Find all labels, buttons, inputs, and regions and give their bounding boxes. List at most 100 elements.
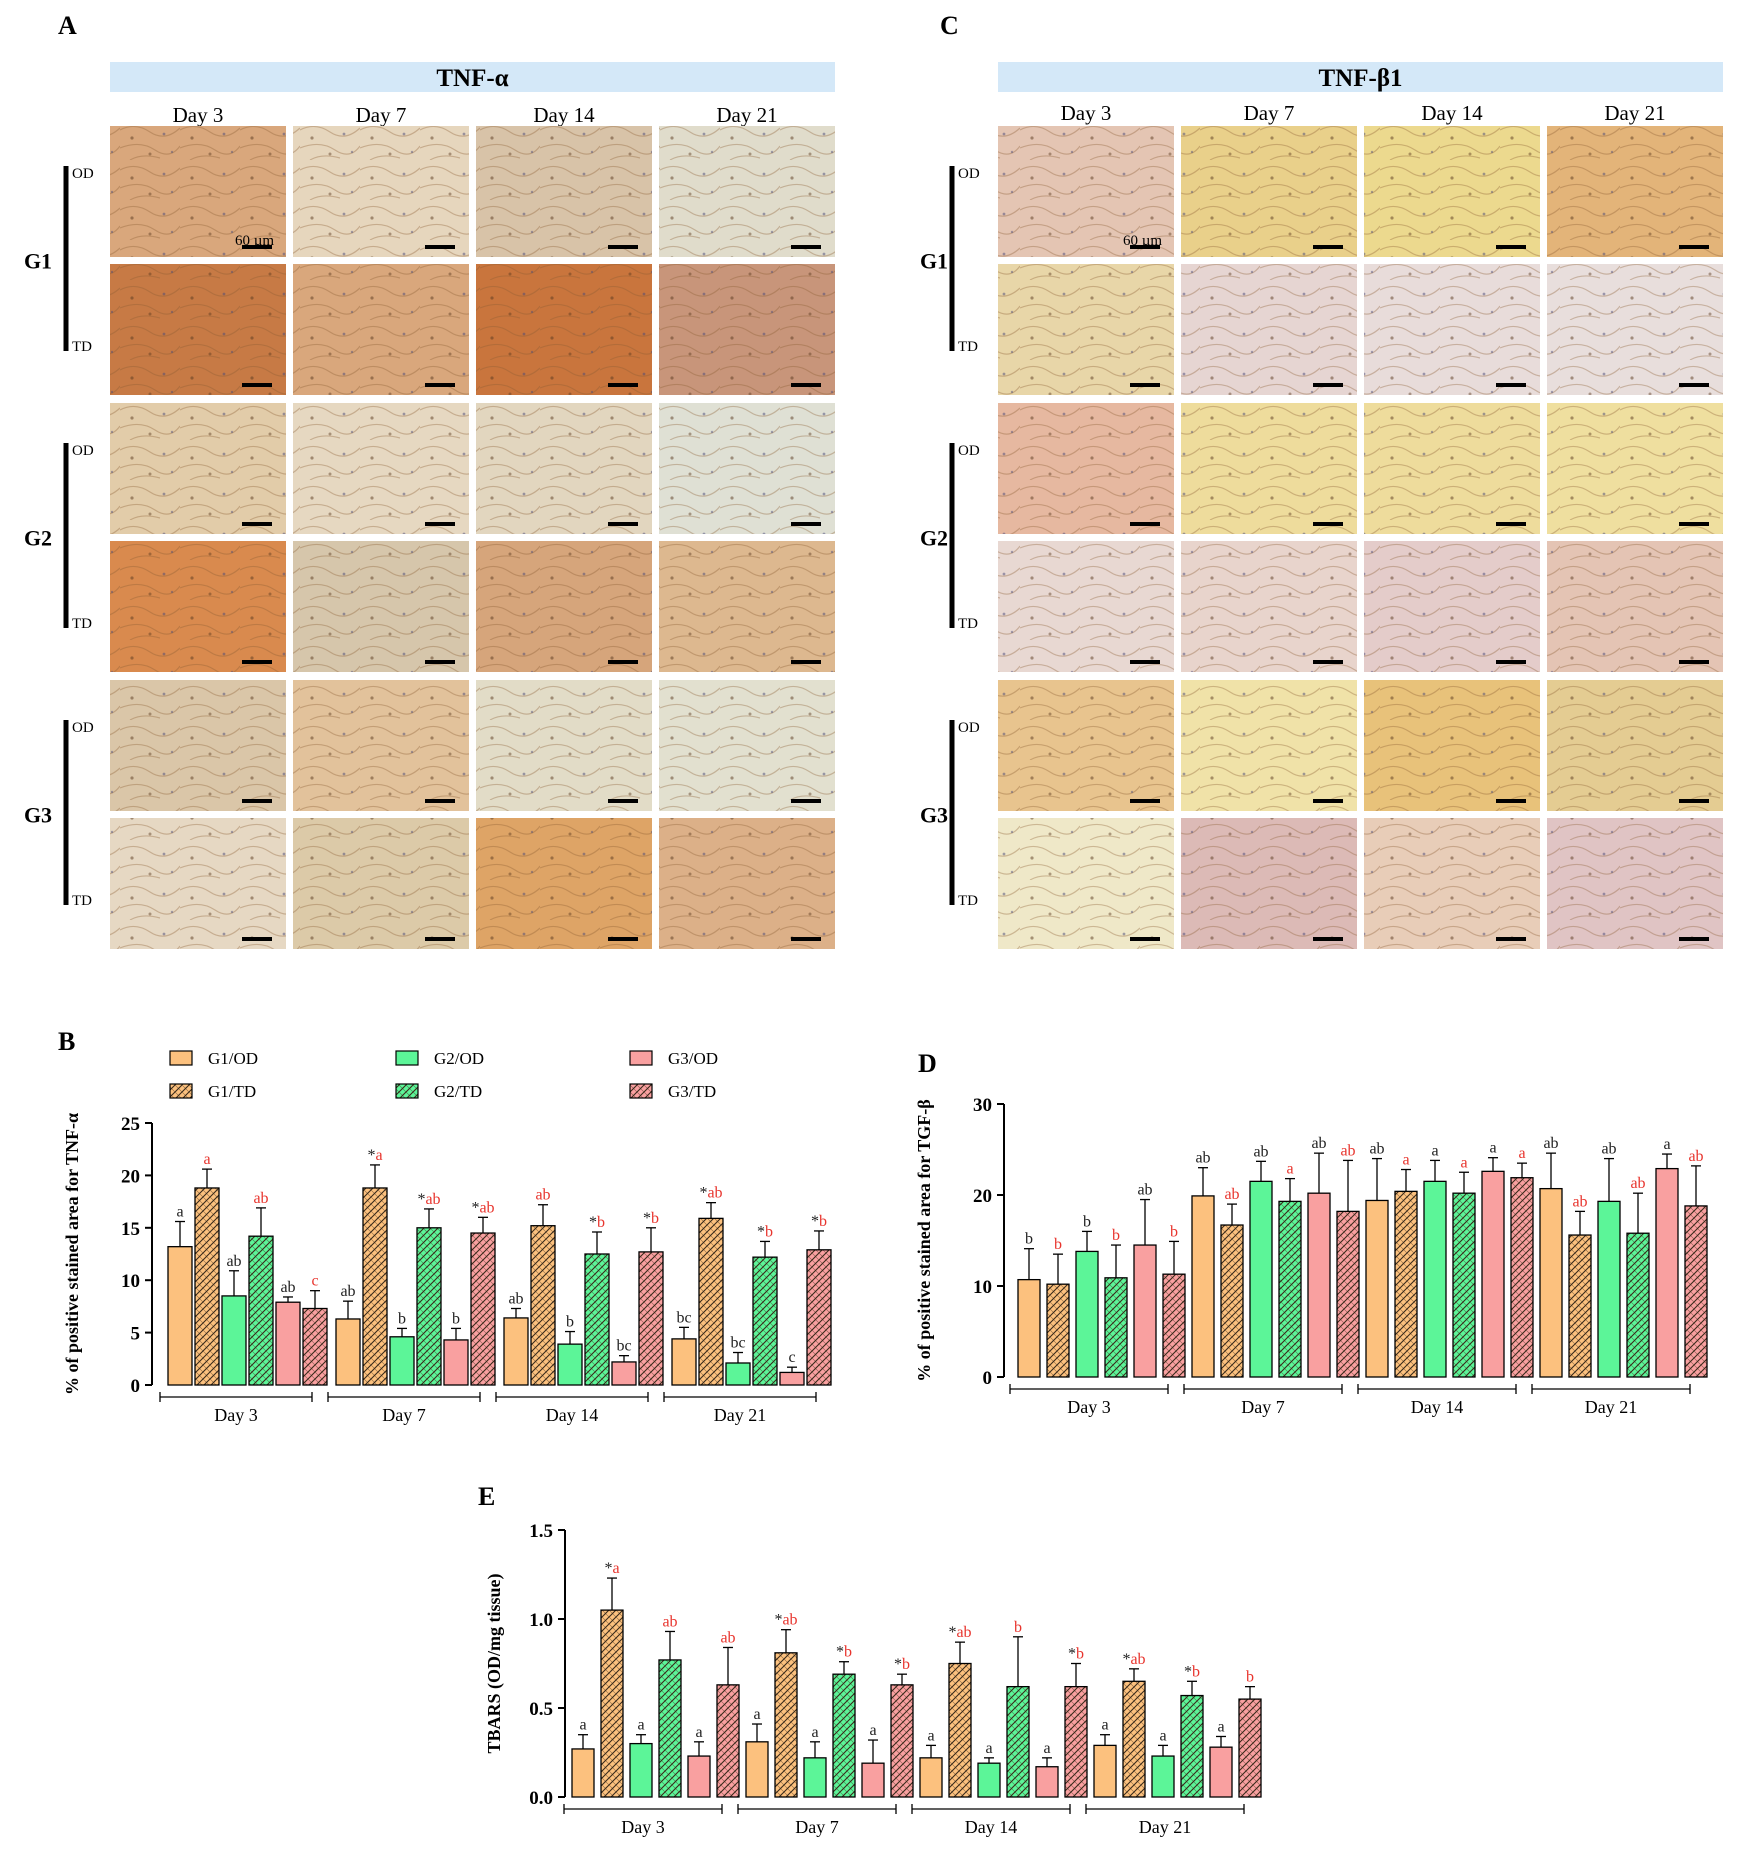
scale-bar	[791, 383, 821, 387]
significance-label: b	[1112, 1227, 1120, 1244]
micrograph-texture	[998, 264, 1174, 395]
scale-bar-label: 60 µm	[1123, 233, 1162, 249]
scale-bar	[791, 937, 821, 941]
significance-label: ab	[1601, 1141, 1616, 1158]
scale-bar	[1679, 937, 1709, 941]
category-label: Day 21	[1139, 1817, 1192, 1837]
bar	[1249, 1180, 1273, 1378]
scale-bar	[791, 245, 821, 249]
significance-label: a	[203, 1151, 210, 1168]
micrograph-texture	[110, 403, 286, 534]
micrograph-texture	[998, 541, 1174, 672]
micrograph-texture	[110, 126, 286, 257]
micrograph-texture	[476, 403, 652, 534]
category-label: Day 7	[382, 1405, 426, 1425]
legend: G1/OD G1/TD G2/OD G2/TD G3/OD G3/TD	[169, 1049, 718, 1101]
scale-bar	[425, 383, 455, 387]
scale-bar	[791, 660, 821, 664]
micrograph-texture	[659, 264, 835, 395]
micrograph-panel-tnf-alpha: TNF-α Day 3 Day 7 Day 14 Day 21 60 µm G1 OD TD G2…	[24, 62, 835, 949]
significance-label: c	[311, 1273, 318, 1290]
bar	[167, 1246, 193, 1386]
micrograph-texture	[998, 403, 1174, 534]
bar	[194, 1187, 220, 1386]
significance-label: ab	[720, 1629, 735, 1646]
significance-label: *b	[643, 1210, 659, 1227]
category-label: Day 21	[714, 1405, 767, 1425]
significance-label: ab	[1195, 1150, 1210, 1167]
significance-label: bc	[616, 1338, 631, 1355]
bar	[416, 1227, 442, 1386]
significance-label: b	[452, 1310, 460, 1327]
bar	[1307, 1192, 1331, 1378]
significance-label: *ab	[417, 1191, 440, 1208]
significance-label: *ab	[948, 1624, 971, 1641]
bar	[1093, 1744, 1117, 1798]
bar	[1006, 1685, 1030, 1798]
significance-label: bc	[730, 1335, 745, 1352]
scale-bar	[425, 799, 455, 803]
y-tick-label: 30	[973, 1095, 992, 1116]
legend-entry: G3/TD	[668, 1082, 716, 1101]
row-label-od: OD	[958, 166, 980, 182]
scale-bar	[1130, 522, 1160, 526]
bar	[752, 1256, 778, 1386]
significance-label: a	[927, 1727, 934, 1744]
significance-label: a	[1663, 1136, 1670, 1153]
legend-swatch	[629, 1083, 653, 1099]
bar	[302, 1307, 328, 1386]
scale-bar	[1313, 660, 1343, 664]
bar	[389, 1336, 415, 1386]
micrograph-texture	[998, 818, 1174, 949]
day-label: Day 3	[1061, 101, 1112, 125]
scale-bar	[1313, 799, 1343, 803]
bar	[1180, 1694, 1204, 1798]
significance-label: ab	[280, 1279, 295, 1296]
bar	[1568, 1234, 1592, 1378]
title-banner	[110, 62, 835, 92]
significance-label: *a	[367, 1147, 382, 1164]
bar	[629, 1742, 653, 1798]
panel-letter-c: C	[940, 11, 959, 40]
micrograph-texture	[659, 680, 835, 811]
significance-label: ab	[1369, 1141, 1384, 1158]
scale-bar	[608, 799, 638, 803]
legend-swatch	[169, 1050, 193, 1066]
scale-bar	[1679, 660, 1709, 664]
y-tick-label: 1.5	[529, 1521, 553, 1542]
panel-letter-e: E	[478, 1482, 495, 1511]
y-tick-label: 25	[121, 1114, 140, 1135]
significance-label: *b	[589, 1214, 605, 1231]
bar	[1151, 1755, 1175, 1798]
bar	[584, 1253, 610, 1386]
micrograph-texture	[1547, 680, 1723, 811]
scale-bar	[608, 937, 638, 941]
significance-label: a	[1402, 1152, 1409, 1169]
bar	[638, 1251, 664, 1386]
bar	[803, 1757, 827, 1798]
row-label-od: OD	[72, 166, 94, 182]
category-label: Day 21	[1585, 1397, 1638, 1417]
bar	[470, 1232, 496, 1386]
row-label-td: TD	[72, 616, 92, 632]
micrograph-texture	[998, 680, 1174, 811]
bar	[1035, 1766, 1059, 1798]
bar	[1104, 1277, 1128, 1378]
micrograph-texture	[1547, 264, 1723, 395]
scale-bar	[425, 522, 455, 526]
micrograph-texture	[293, 403, 469, 534]
significance-label: *ab	[699, 1185, 722, 1202]
y-axis-label: TBARS (OD/mg tissue)	[484, 1573, 505, 1753]
micrograph-texture	[110, 680, 286, 811]
bar	[861, 1762, 885, 1798]
micrograph-texture	[1547, 541, 1723, 672]
panel-letter-a: A	[58, 11, 77, 40]
y-tick-label: 15	[121, 1219, 140, 1240]
bar	[977, 1762, 1001, 1798]
y-tick-label: 1.0	[529, 1610, 553, 1631]
bar	[1075, 1250, 1099, 1378]
scale-bar	[608, 383, 638, 387]
panel-letter-d: D	[918, 1049, 937, 1078]
bar	[443, 1339, 469, 1386]
